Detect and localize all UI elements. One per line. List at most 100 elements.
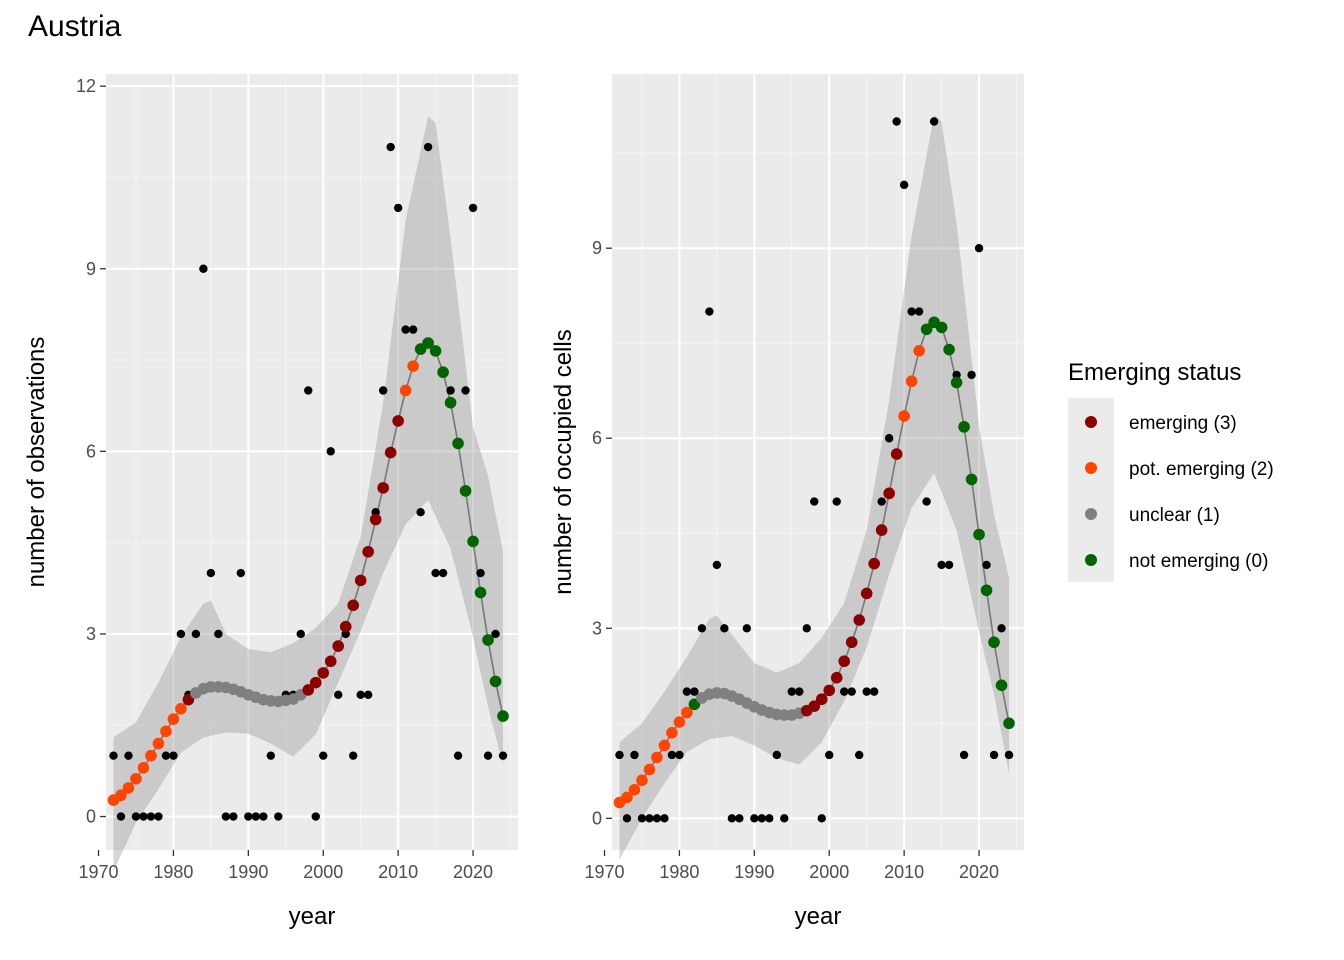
- status-point: [317, 667, 330, 679]
- status-point: [628, 784, 641, 796]
- status-point: [643, 763, 656, 776]
- observed-point: [832, 497, 841, 506]
- status-point: [890, 448, 903, 460]
- observed-point: [959, 750, 969, 760]
- y-tick-label: 9: [86, 259, 96, 279]
- observed-point: [274, 812, 283, 821]
- observed-point: [244, 812, 253, 821]
- status-point: [621, 791, 633, 804]
- x-tick-label: 2010: [378, 862, 418, 882]
- status-point: [377, 482, 389, 494]
- y-tick-label: 0: [86, 807, 96, 827]
- status-point: [467, 535, 479, 548]
- status-point: [482, 634, 494, 646]
- legend-key: [1085, 462, 1097, 474]
- observed-point: [221, 812, 231, 821]
- status-point: [309, 676, 322, 689]
- observed-point: [214, 629, 223, 639]
- legend-title: Emerging status: [1068, 359, 1241, 386]
- status-point: [950, 376, 963, 389]
- legend-label: pot. emerging (2): [1129, 459, 1274, 480]
- observed-point: [615, 750, 624, 760]
- status-point: [868, 557, 880, 570]
- status-point: [407, 360, 419, 372]
- observed-point: [363, 690, 373, 699]
- x-tick-label: 1990: [228, 862, 268, 882]
- observed-point: [907, 307, 916, 316]
- y-tick-label: 9: [592, 238, 602, 258]
- x-tick-label: 1970: [584, 862, 624, 882]
- status-point: [452, 437, 464, 450]
- observed-point: [787, 687, 796, 696]
- observed-point: [206, 568, 216, 578]
- status-point: [845, 636, 858, 649]
- right-panel: 1970 1980 1990 2000 2010 2020 0 3 6 9 year number o…: [550, 74, 1024, 930]
- observed-point: [705, 307, 714, 316]
- status-point: [399, 384, 412, 397]
- observed-point: [884, 434, 894, 443]
- status-point: [651, 751, 663, 764]
- status-point: [332, 640, 345, 652]
- status-point: [808, 700, 821, 713]
- observed-point: [712, 560, 722, 570]
- observed-point: [637, 814, 647, 823]
- observed-point: [772, 750, 781, 760]
- status-point: [137, 762, 150, 774]
- observed-point: [236, 568, 246, 578]
- observed-point: [982, 560, 991, 570]
- observed-point: [795, 687, 804, 696]
- observed-point: [840, 687, 849, 696]
- status-point: [636, 774, 648, 787]
- observed-point: [757, 814, 767, 823]
- legend-label: not emerging (0): [1129, 551, 1268, 572]
- observed-point: [498, 751, 508, 760]
- status-point: [175, 702, 187, 715]
- observed-point: [914, 307, 924, 316]
- status-point: [666, 727, 678, 739]
- observed-point: [378, 386, 388, 395]
- observed-point: [742, 624, 752, 633]
- status-point: [935, 321, 948, 334]
- status-point: [913, 345, 925, 357]
- observed-point: [326, 447, 335, 456]
- observed-point: [682, 687, 692, 696]
- observed-point: [386, 142, 395, 152]
- observed-point: [877, 497, 886, 506]
- observed-point: [622, 814, 632, 823]
- observed-point: [176, 629, 186, 639]
- y-tick-label: 0: [592, 808, 602, 828]
- observed-point: [690, 687, 699, 696]
- status-point: [347, 599, 360, 612]
- observed-point: [139, 812, 148, 821]
- status-point: [883, 487, 895, 500]
- x-tick-label: 1980: [659, 862, 699, 882]
- status-point: [459, 485, 472, 497]
- status-point: [497, 710, 509, 722]
- y-tick-label: 6: [86, 441, 96, 461]
- observed-point: [720, 624, 729, 633]
- left-panel: 1970 1980 1990 2000 2010 2020 0 3 6 9 12 year number…: [23, 74, 518, 930]
- status-point: [860, 587, 873, 600]
- observed-point: [974, 244, 984, 253]
- y-tick-label: 6: [592, 428, 602, 448]
- observed-point: [765, 814, 774, 823]
- observed-point: [146, 812, 156, 821]
- observed-point: [124, 751, 133, 760]
- y-tick-label: 3: [592, 618, 602, 638]
- status-point: [444, 396, 457, 409]
- observed-point: [154, 812, 163, 821]
- status-point: [898, 410, 910, 422]
- x-axis-title: year: [289, 903, 336, 930]
- status-point: [474, 586, 487, 599]
- status-point: [980, 584, 993, 597]
- x-tick-label: 1970: [78, 862, 118, 882]
- observed-point: [952, 370, 961, 380]
- y-axis-title: number of occupied cells: [550, 329, 577, 594]
- observed-point: [630, 750, 639, 760]
- observed-point: [847, 687, 856, 696]
- observed-point: [319, 751, 328, 760]
- status-point: [324, 655, 337, 668]
- y-axis-title: number of observations: [23, 337, 50, 588]
- observed-point: [825, 750, 834, 760]
- observed-point: [697, 624, 707, 633]
